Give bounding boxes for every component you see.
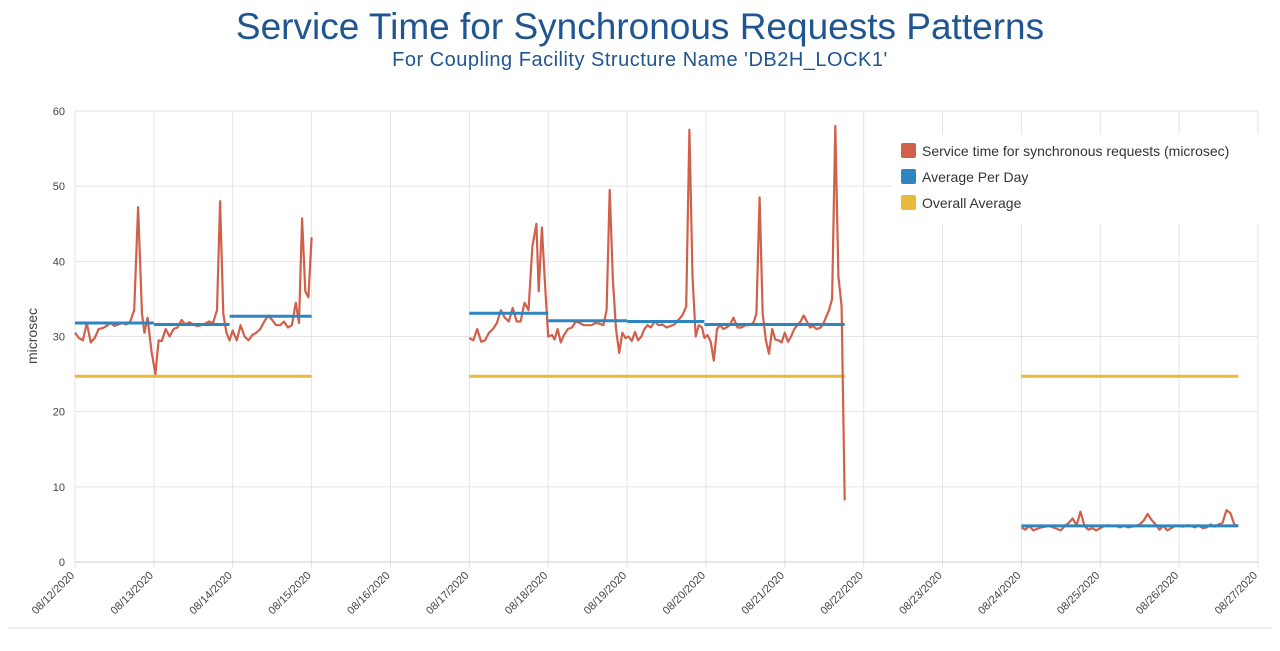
x-tick-label: 08/12/2020 bbox=[30, 570, 77, 617]
grid bbox=[74, 110, 1259, 568]
series-lines bbox=[74, 124, 1239, 532]
x-tick-label: 08/20/2020 bbox=[661, 570, 708, 617]
x-tick-label: 08/24/2020 bbox=[976, 570, 1023, 617]
x-tick-label: 08/14/2020 bbox=[187, 570, 234, 617]
x-axis-ticks: 08/12/2020 08/13/2020 08/14/2020 08/15/2020… bbox=[30, 570, 1260, 617]
legend-entry-label[interactable]: Service time for synchronous requests (m… bbox=[922, 143, 1229, 159]
legend-background bbox=[893, 134, 1265, 224]
x-tick-label: 08/13/2020 bbox=[109, 570, 156, 617]
y-tick-label: 60 bbox=[53, 106, 65, 118]
y-tick-label: 30 bbox=[53, 332, 65, 344]
y-axis-label: microsec bbox=[24, 308, 40, 364]
x-tick-label: 08/16/2020 bbox=[345, 570, 392, 617]
legend-entry-label[interactable]: Average Per Day bbox=[922, 169, 1028, 185]
legend-swatch[interactable] bbox=[901, 169, 916, 184]
x-tick-label: 08/22/2020 bbox=[818, 570, 865, 617]
x-tick-label: 08/26/2020 bbox=[1134, 570, 1181, 617]
y-tick-label: 0 bbox=[59, 557, 65, 569]
x-tick-label: 08/19/2020 bbox=[582, 570, 629, 617]
chart-title: Service Time for Synchronous Requests Pa… bbox=[235, 6, 1045, 47]
series-line-segment bbox=[468, 124, 846, 501]
y-tick-label: 50 bbox=[53, 181, 65, 193]
series-line-segment bbox=[74, 200, 313, 376]
x-tick-label: 08/17/2020 bbox=[424, 570, 471, 617]
legend[interactable]: Service time for synchronous requests (m… bbox=[893, 134, 1265, 224]
x-tick-label: 08/15/2020 bbox=[266, 570, 313, 617]
y-tick-label: 40 bbox=[53, 256, 65, 268]
x-tick-label: 08/27/2020 bbox=[1213, 570, 1260, 617]
x-tick-label: 08/23/2020 bbox=[897, 570, 944, 617]
series-1 bbox=[75, 311, 1239, 528]
chart-subtitle: For Coupling Facility Structure Name 'DB… bbox=[392, 49, 888, 71]
legend-swatch[interactable] bbox=[901, 143, 916, 158]
x-tick-label: 08/18/2020 bbox=[503, 570, 550, 617]
legend-swatch[interactable] bbox=[901, 195, 916, 210]
y-tick-label: 20 bbox=[53, 407, 65, 419]
y-tick-label: 10 bbox=[53, 482, 65, 494]
legend-entry-label[interactable]: Overall Average bbox=[922, 195, 1022, 211]
x-tick-label: 08/25/2020 bbox=[1055, 570, 1102, 617]
y-axis-ticks: 0 10 20 30 40 50 60 bbox=[53, 106, 65, 569]
x-tick-label: 08/21/2020 bbox=[740, 570, 787, 617]
